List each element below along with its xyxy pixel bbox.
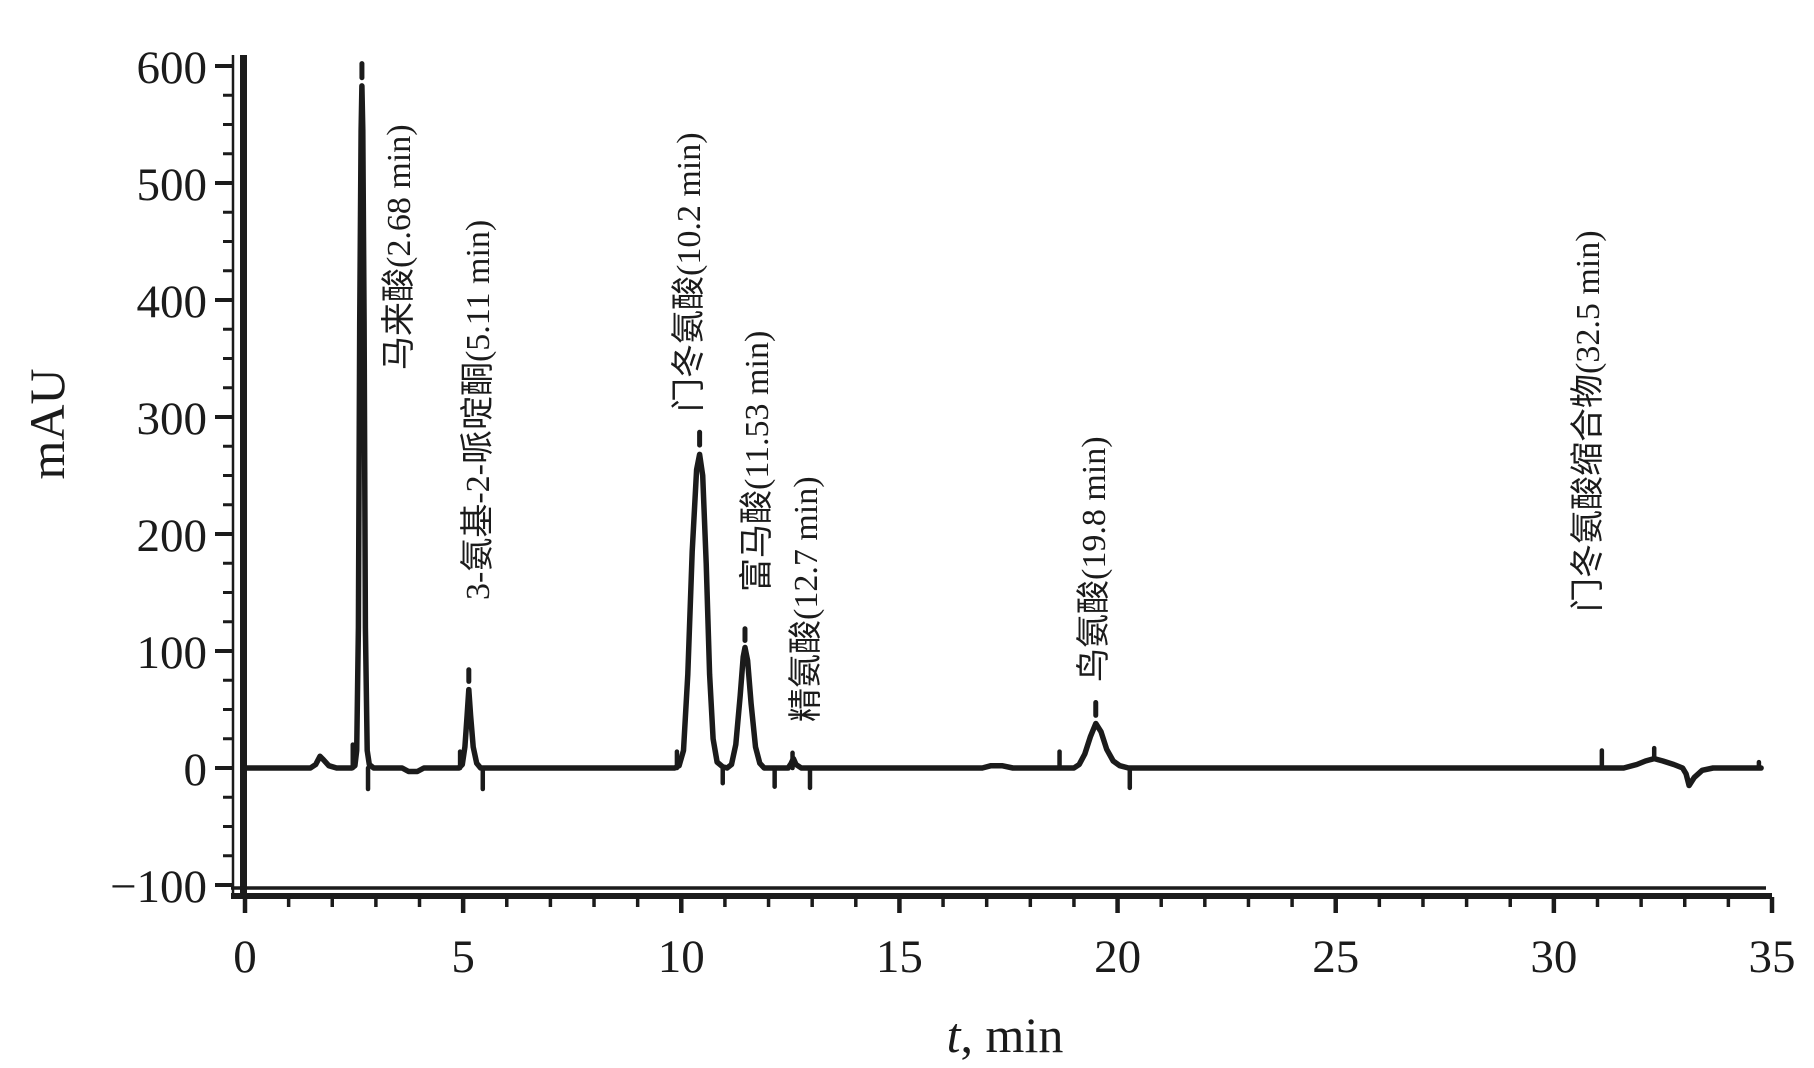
- y-tick-label: 300: [137, 393, 208, 445]
- x-tick-label: 15: [876, 931, 923, 983]
- peak-label: 精氨酸(12.7 min): [787, 476, 825, 722]
- peak-label: 3-氨基-2-哌啶酮(5.11 min): [459, 220, 497, 600]
- x-tick-label: 25: [1312, 931, 1359, 983]
- peak-label: 门冬氨酸缩合物(32.5 min): [1569, 230, 1607, 612]
- y-tick-label: 600: [137, 42, 208, 94]
- plot-area: 600 500 400 300 200 100 0 −100 0 5 10 15 20 25 30 35 马来酸…: [110, 42, 1796, 983]
- x-tick-label: 10: [658, 931, 705, 983]
- y-tick-label: 200: [137, 510, 208, 562]
- peak-label: 富马酸(11.53 min): [738, 331, 776, 592]
- x-tick-label: 0: [233, 931, 257, 983]
- trace: [242, 83, 1764, 789]
- x-axis-title-unit: , min: [961, 1007, 1064, 1063]
- y-tick-label: 0: [184, 744, 208, 796]
- peak-label: 鸟氨酸(19.8 min): [1075, 436, 1113, 682]
- peak-label: 马来酸(2.68 min): [380, 124, 418, 370]
- y-tick-label: 500: [137, 159, 208, 211]
- x-axis-title-t: t: [947, 1007, 962, 1063]
- y-tick-label: −100: [110, 861, 207, 913]
- x-tick-label: 20: [1094, 931, 1141, 983]
- y-tick-label: 400: [137, 276, 208, 328]
- x-tick-label: 30: [1530, 931, 1577, 983]
- peak-label: 门冬氨酸(10.2 min): [670, 132, 708, 412]
- x-axis-title: t, min: [947, 1007, 1064, 1063]
- x-tick-label: 5: [451, 931, 475, 983]
- y-axis-title: mAU: [19, 368, 75, 479]
- x-tick-label: 35: [1749, 931, 1796, 983]
- y-tick-label: 100: [137, 627, 208, 679]
